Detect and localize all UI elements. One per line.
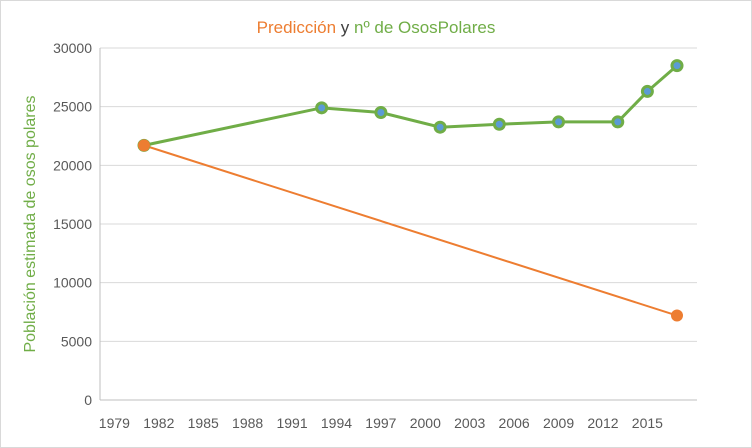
title-part-1: y [336, 18, 354, 37]
series-line [143, 64, 678, 147]
data-point [492, 117, 506, 131]
y-tick-label: 10000 [53, 275, 92, 291]
x-tick-label: 1982 [143, 415, 174, 431]
prediction-point [671, 309, 683, 322]
y-tick-label: 5000 [61, 333, 92, 349]
prediction-point [138, 139, 150, 152]
x-tick-label: 1979 [99, 415, 130, 431]
x-tick-label: 2006 [499, 415, 530, 431]
y-tick-label: 25000 [53, 99, 92, 115]
data-point [433, 120, 447, 134]
data-point [670, 59, 684, 73]
x-tick-label: 2009 [543, 415, 574, 431]
x-tick-label: 1985 [188, 415, 219, 431]
data-point [611, 115, 625, 129]
y-tick-label: 15000 [53, 216, 92, 232]
x-tick-label: 2000 [410, 415, 441, 431]
x-tick-label: 2012 [587, 415, 618, 431]
x-tick-label: 1997 [365, 415, 396, 431]
title-part-2: nº de OsosPolares [353, 18, 496, 37]
chart-title: Predicción y nº de OsosPolares [0, 18, 752, 38]
x-tick-label: 2003 [454, 415, 485, 431]
data-point [374, 106, 388, 120]
y-tick-label: 0 [84, 392, 92, 408]
y-tick-label: 20000 [53, 157, 92, 173]
data-point [552, 115, 566, 129]
x-tick-label: 1988 [232, 415, 263, 431]
data-point [640, 84, 654, 98]
x-tick-label: 1994 [321, 415, 352, 431]
series-line [143, 144, 678, 317]
x-tick-label: 2015 [632, 415, 663, 431]
x-tick-label: 1991 [276, 415, 307, 431]
data-point [315, 101, 329, 115]
y-tick-label: 30000 [53, 40, 92, 56]
title-part-0: Predicción [256, 18, 337, 37]
